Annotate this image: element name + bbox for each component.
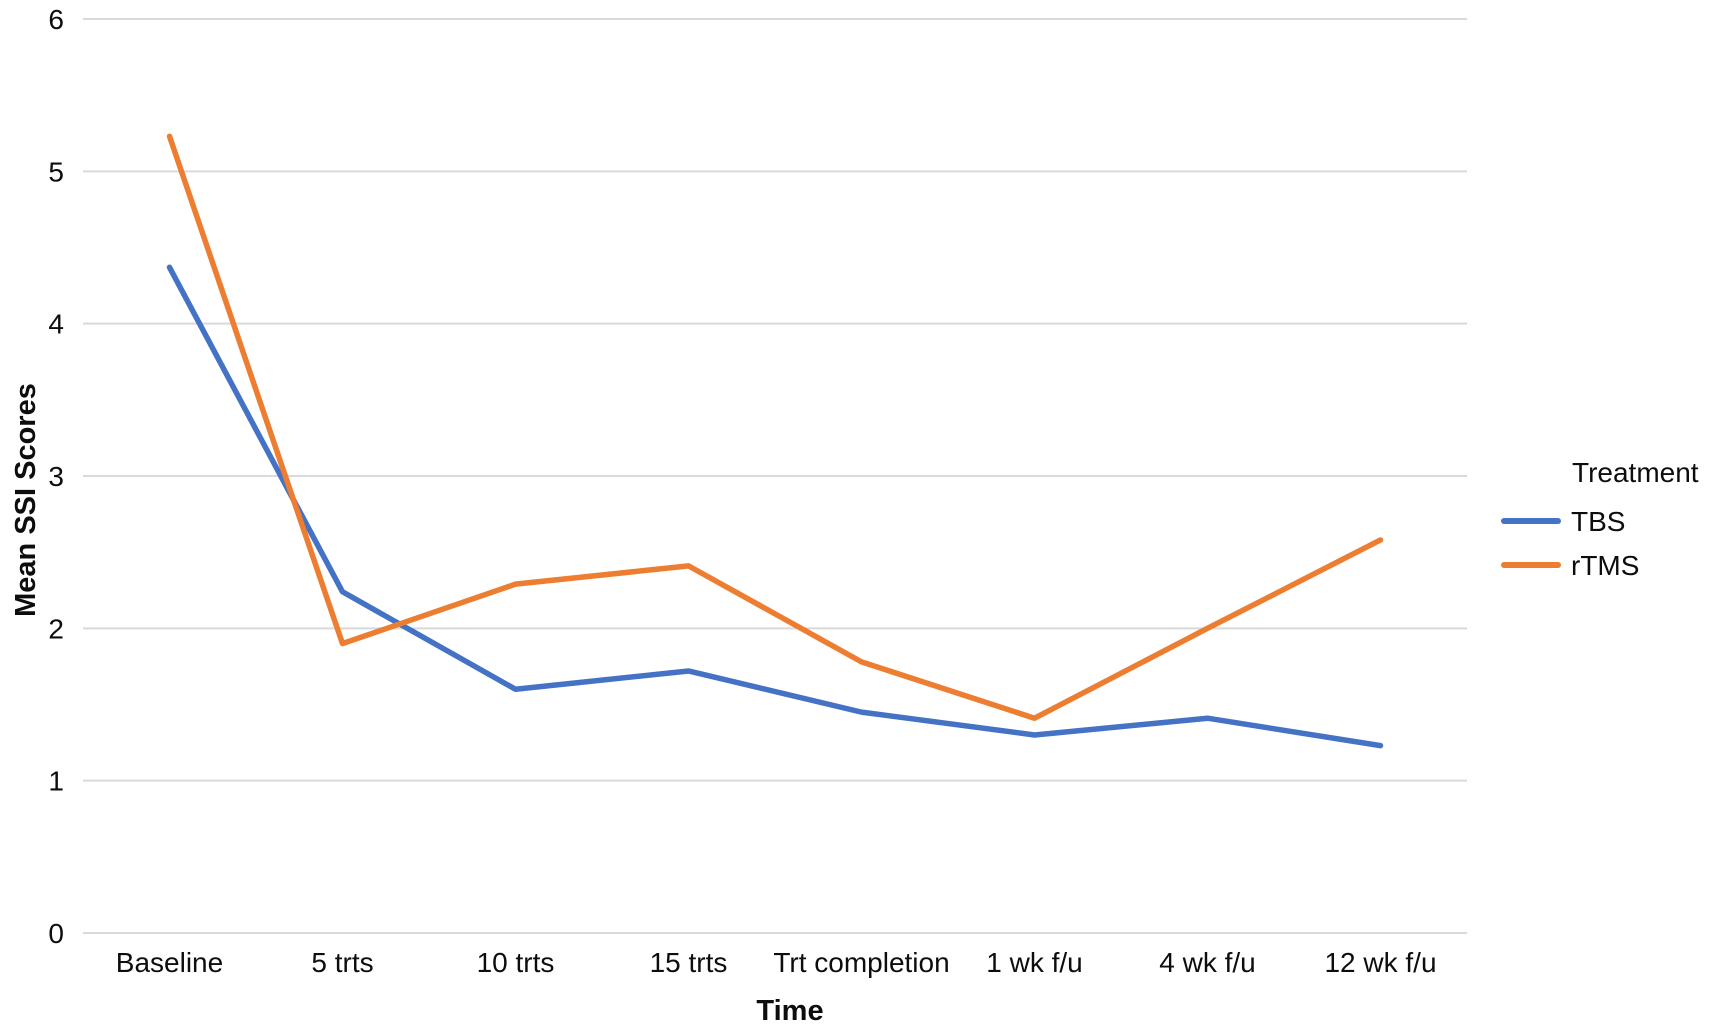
x-tick-label: Trt completion (773, 947, 949, 978)
legend-item-rtms: rTMS (1501, 550, 1639, 581)
x-tick-label: Baseline (116, 947, 223, 978)
y-tick-label: 0 (48, 918, 64, 949)
x-axis-title: Time (756, 995, 823, 1027)
legend-label-rtms: rTMS (1571, 550, 1639, 581)
series-lines (166, 133, 1384, 749)
series-line-tbs (166, 264, 1384, 749)
gridlines (83, 18, 1467, 934)
legend: Treatment TBS rTMS (1501, 457, 1699, 581)
x-tick-label: 4 wk f/u (1159, 947, 1255, 978)
y-axis-title: Mean SSI Scores (10, 383, 42, 617)
y-tick-label: 4 (48, 309, 64, 340)
y-tick-label: 6 (48, 4, 64, 35)
x-tick-label: 1 wk f/u (986, 947, 1082, 978)
x-axis-tick-labels: Baseline 5 trts 10 trts 15 trts Trt completi… (116, 947, 1437, 978)
x-tick-label: 5 trts (311, 947, 373, 978)
x-tick-label: 12 wk f/u (1324, 947, 1436, 978)
legend-label-tbs: TBS (1571, 506, 1625, 537)
y-axis-tick-labels: 0 1 2 3 4 5 6 (48, 4, 64, 949)
y-tick-label: 5 (48, 156, 64, 187)
y-tick-label: 2 (48, 613, 64, 644)
legend-item-tbs: TBS (1501, 506, 1625, 537)
y-tick-label: 3 (48, 461, 64, 492)
x-tick-label: 15 trts (650, 947, 728, 978)
x-tick-label: 10 trts (477, 947, 555, 978)
legend-title: Treatment (1572, 457, 1699, 488)
y-tick-label: 1 (48, 766, 64, 797)
series-line-rtms (166, 133, 1384, 721)
